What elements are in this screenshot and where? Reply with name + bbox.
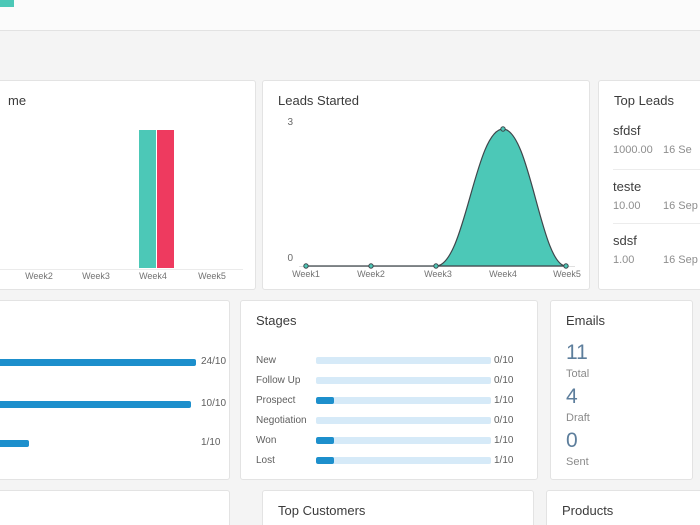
divider xyxy=(613,223,700,224)
lead-name: sfdsf xyxy=(613,123,641,138)
x-tick-week3: Week3 xyxy=(424,269,452,279)
stage-progress-track xyxy=(316,437,491,444)
stage-value: 1/10 xyxy=(494,455,514,466)
lead-date: 16 Se xyxy=(663,144,692,156)
stage-row-lost: Lost 1/10 xyxy=(241,455,537,467)
logo-fragment xyxy=(0,0,14,7)
stat-value: 4 xyxy=(566,385,578,408)
x-axis-line xyxy=(0,269,243,270)
stat-label: Sent xyxy=(566,456,589,468)
lead-list-item[interactable]: sdsf 1.00 16 Sep xyxy=(613,233,700,266)
stage-value: 0/10 xyxy=(494,355,514,366)
hbar-value: 1/10 xyxy=(201,437,221,448)
y-tick-3: 3 xyxy=(287,117,293,128)
card-income: me Week2 Week3 Week4 Week5 xyxy=(0,80,256,290)
stage-label: Follow Up xyxy=(256,375,301,386)
stat-value: 0 xyxy=(566,429,578,452)
lead-name: teste xyxy=(613,179,642,194)
card-top-customers-title: Top Customers xyxy=(278,503,366,518)
x-tick-week4: Week4 xyxy=(489,269,517,279)
income-bar-teal xyxy=(139,130,156,268)
stage-progress-track xyxy=(316,397,491,404)
lead-list-item[interactable]: teste 10.00 16 Sep xyxy=(613,179,700,212)
card-products-title: Products xyxy=(562,503,614,518)
lead-values: 10.00 16 Sep xyxy=(613,200,700,212)
stage-value: 0/10 xyxy=(494,375,514,386)
hbar xyxy=(0,401,191,408)
lead-list-item[interactable]: sfdsf 1000.00 16 Se xyxy=(613,123,700,156)
card-products: Products xyxy=(546,490,700,525)
card-stages: Stages New 0/10 Follow Up 0/10 Prospect … xyxy=(240,300,538,480)
lead-amount: 1000.00 xyxy=(613,144,653,156)
stage-progress-fill xyxy=(316,437,334,444)
emails-stat-draft: 4 Draft xyxy=(566,385,590,424)
lead-date: 16 Sep xyxy=(663,200,698,212)
stage-value: 1/10 xyxy=(494,395,514,406)
lead-name: sdsf xyxy=(613,233,637,248)
x-tick-week1: Week1 xyxy=(292,269,320,279)
x-tick-week3: Week3 xyxy=(82,271,110,281)
hbar-value: 10/10 xyxy=(201,398,227,409)
top-bar xyxy=(0,0,700,31)
card-top-leads-title: Top Leads xyxy=(614,93,674,108)
x-tick-week4: Week4 xyxy=(139,271,167,281)
stat-label: Draft xyxy=(566,412,590,424)
stage-value: 0/10 xyxy=(494,415,514,426)
emails-stat-sent: 0 Sent xyxy=(566,429,589,468)
stage-label: Won xyxy=(256,435,277,446)
card-top-customers: Top Customers xyxy=(262,490,534,525)
lead-values: 1000.00 16 Se xyxy=(613,144,700,156)
stage-label: New xyxy=(256,355,277,366)
stage-progress-fill xyxy=(316,397,334,404)
stage-label: Prospect xyxy=(256,395,296,406)
hbar xyxy=(0,359,196,366)
card-bottom-left xyxy=(0,490,230,525)
hbar-value: 24/10 xyxy=(201,356,227,367)
card-stages-title: Stages xyxy=(256,313,297,328)
card-left-metrics: 24/10 10/10 1/10 xyxy=(0,300,230,480)
stage-label: Negotiation xyxy=(256,415,307,426)
stat-value: 11 xyxy=(566,341,588,364)
stage-row-negotiation: Negotiation 0/10 xyxy=(241,415,537,427)
stage-progress-fill xyxy=(316,457,334,464)
lead-amount: 10.00 xyxy=(613,200,641,212)
divider xyxy=(613,169,700,170)
stage-row-new: New 0/10 xyxy=(241,355,537,367)
stage-label: Lost xyxy=(256,455,275,466)
x-tick-week5: Week5 xyxy=(553,269,581,279)
stage-progress-track xyxy=(316,357,491,364)
stat-label: Total xyxy=(566,368,590,380)
lead-amount: 1.00 xyxy=(613,254,635,266)
card-leads-started: Leads Started 3 0 Week1 Week2 Week3 Week… xyxy=(262,80,590,290)
lead-date: 16 Sep xyxy=(663,254,698,266)
stage-progress-track xyxy=(316,417,491,424)
hbar xyxy=(0,440,29,447)
stage-row-won: Won 1/10 xyxy=(241,435,537,447)
card-emails-title: Emails xyxy=(566,313,606,328)
card-income-title: me xyxy=(8,93,27,108)
stage-progress-track xyxy=(316,377,491,384)
emails-stat-total: 11 Total xyxy=(566,341,589,380)
card-top-leads: Top Leads sfdsf 1000.00 16 Se teste 10.0… xyxy=(598,80,700,290)
y-tick-0: 0 xyxy=(287,253,293,264)
stage-row-prospect: Prospect 1/10 xyxy=(241,395,537,407)
x-tick-week2: Week2 xyxy=(357,269,385,279)
x-tick-week5: Week5 xyxy=(198,271,226,281)
lead-values: 1.00 16 Sep xyxy=(613,254,700,266)
card-leads-started-title: Leads Started xyxy=(278,93,359,108)
stage-progress-track xyxy=(316,457,491,464)
stage-row-follow-up: Follow Up 0/10 xyxy=(241,375,537,387)
x-tick-week2: Week2 xyxy=(25,271,53,281)
card-emails: Emails 11 Total 4 Draft 0 Sent xyxy=(550,300,693,480)
leads-started-area-chart xyxy=(299,126,575,269)
stage-value: 1/10 xyxy=(494,435,514,446)
income-bar-red xyxy=(157,130,174,268)
